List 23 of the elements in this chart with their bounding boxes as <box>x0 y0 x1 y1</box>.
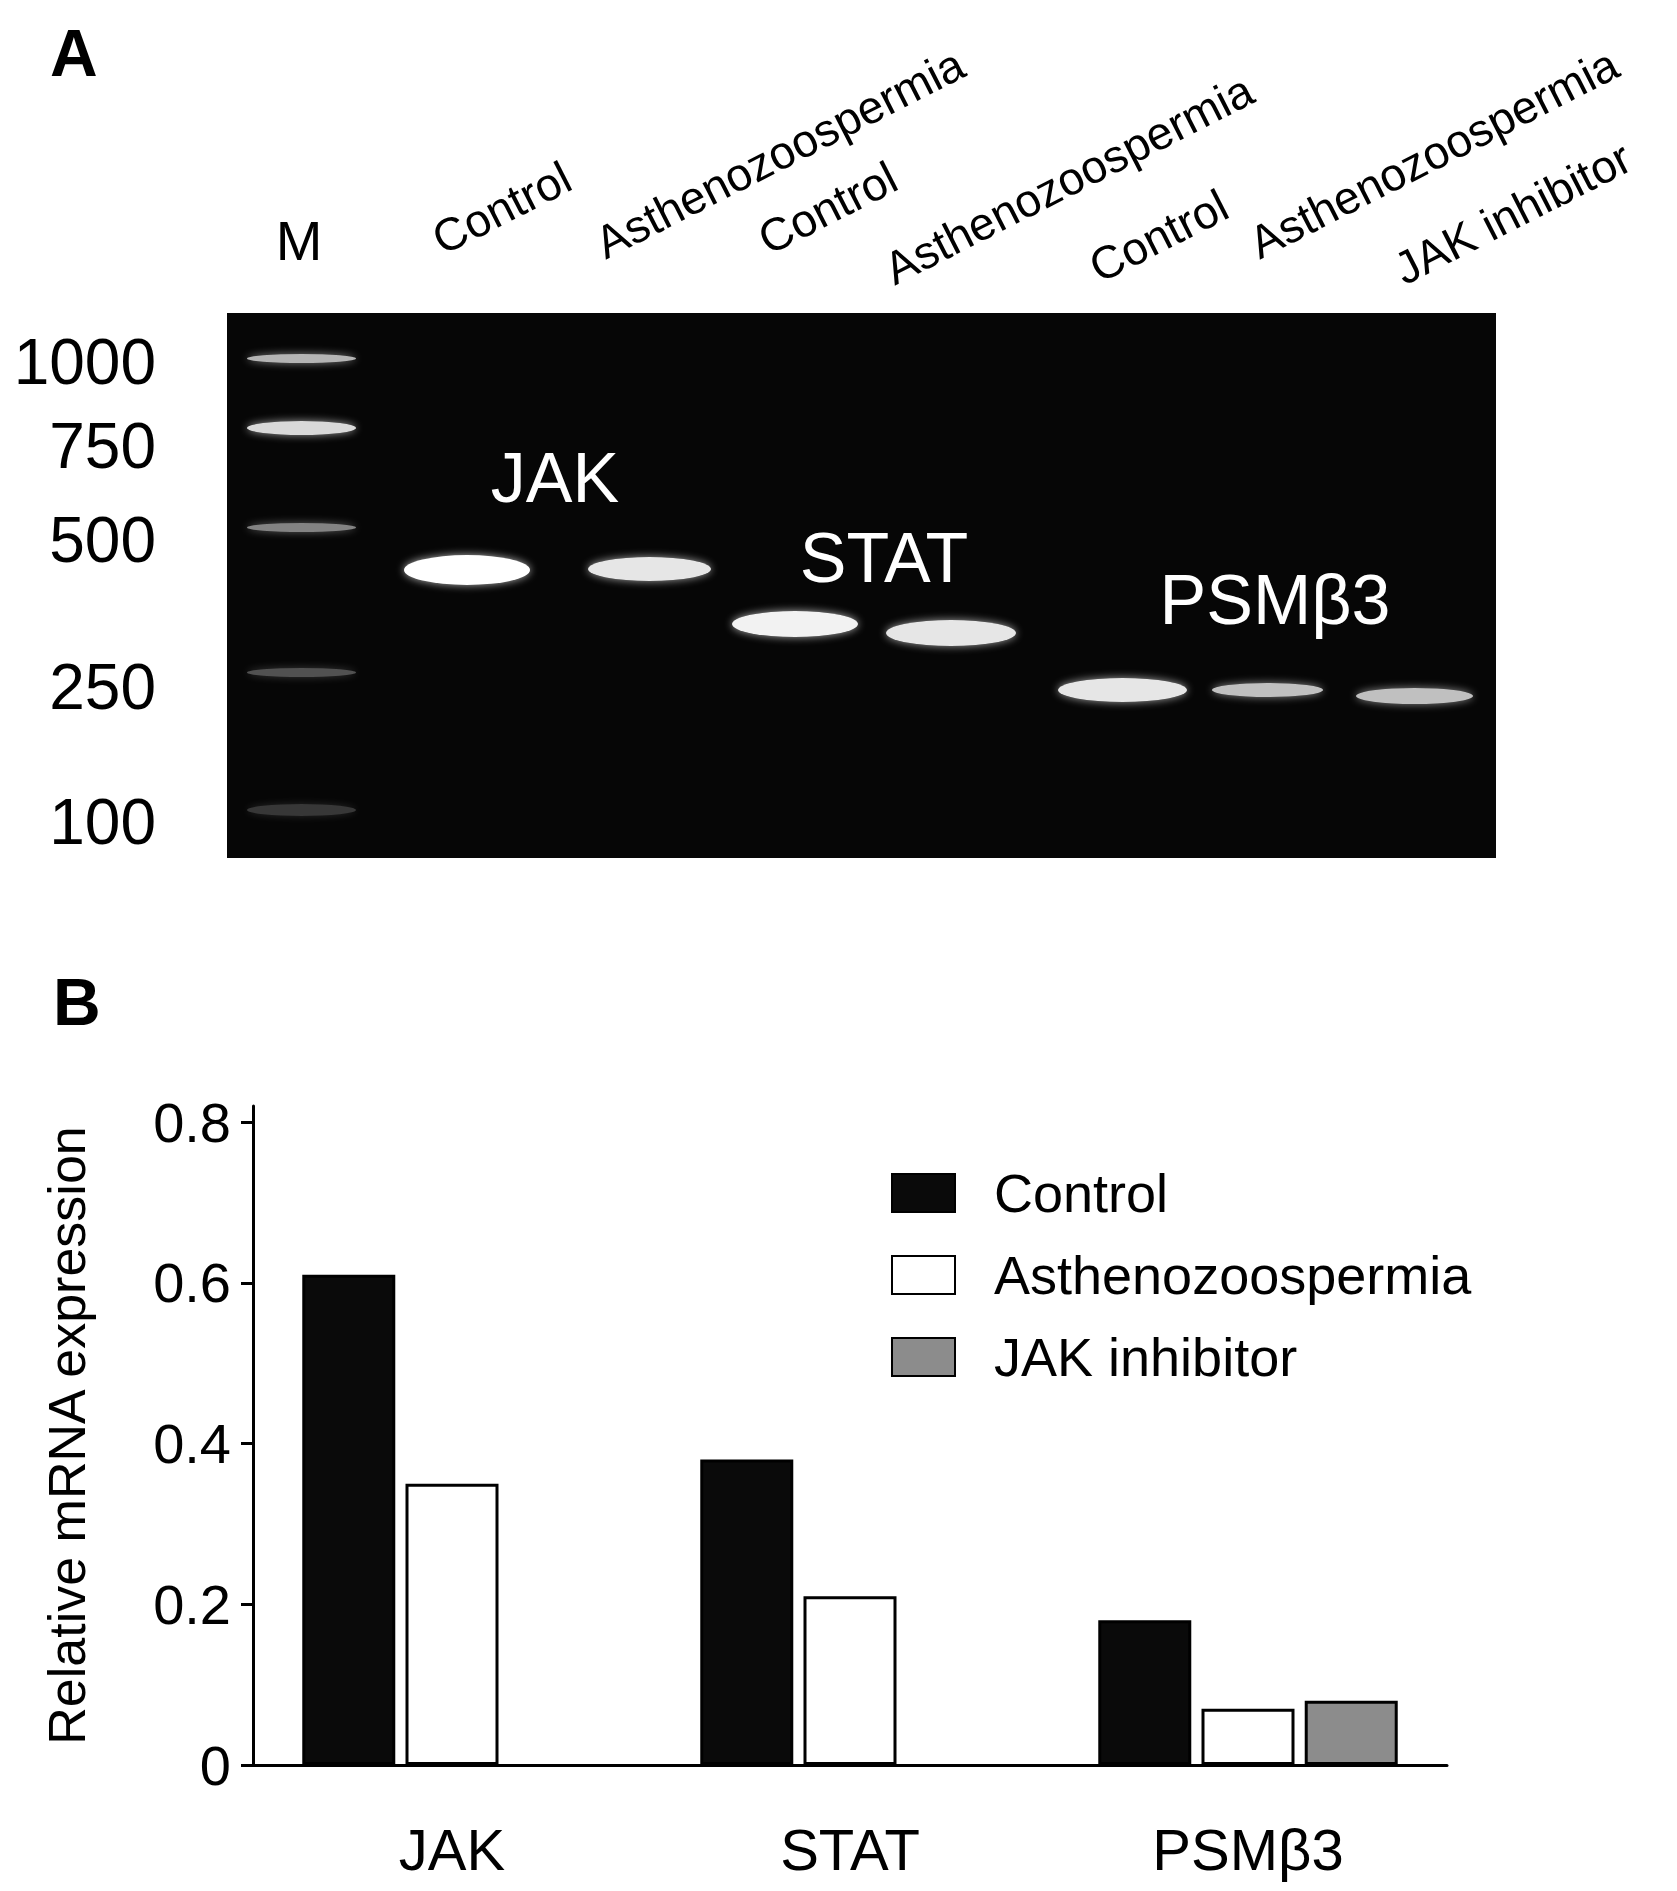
x-tick-label: JAK <box>398 1816 506 1882</box>
y-tick-label: 0.8 <box>153 1090 231 1154</box>
y-tick-label: 0 <box>199 1733 231 1797</box>
legend-label: Control <box>994 1163 1169 1223</box>
y-tick-label: 0.2 <box>153 1572 231 1636</box>
x-tick-label: PSMβ3 <box>1152 1816 1344 1882</box>
text: 100 <box>49 786 156 858</box>
text: 750 <box>49 410 156 482</box>
text: 1000 <box>13 326 156 398</box>
text: JAK <box>490 439 620 517</box>
y-tick-label: 0.4 <box>153 1412 231 1476</box>
y-tick-label: 0.6 <box>153 1251 231 1315</box>
y-axis-title: Relative mRNA expression <box>38 1126 96 1745</box>
category-label: M <box>275 209 323 272</box>
legend-label: JAK inhibitor <box>994 1327 1298 1387</box>
text: A <box>50 16 98 90</box>
legend-label: Asthenozoospermia <box>994 1245 1473 1305</box>
text: 250 <box>49 651 156 723</box>
x-tick-label: STAT <box>780 1816 920 1882</box>
text: STAT <box>799 519 969 597</box>
text: 500 <box>49 504 156 576</box>
chart-title: B <box>53 965 101 1039</box>
text: PSMβ3 <box>1159 561 1391 639</box>
